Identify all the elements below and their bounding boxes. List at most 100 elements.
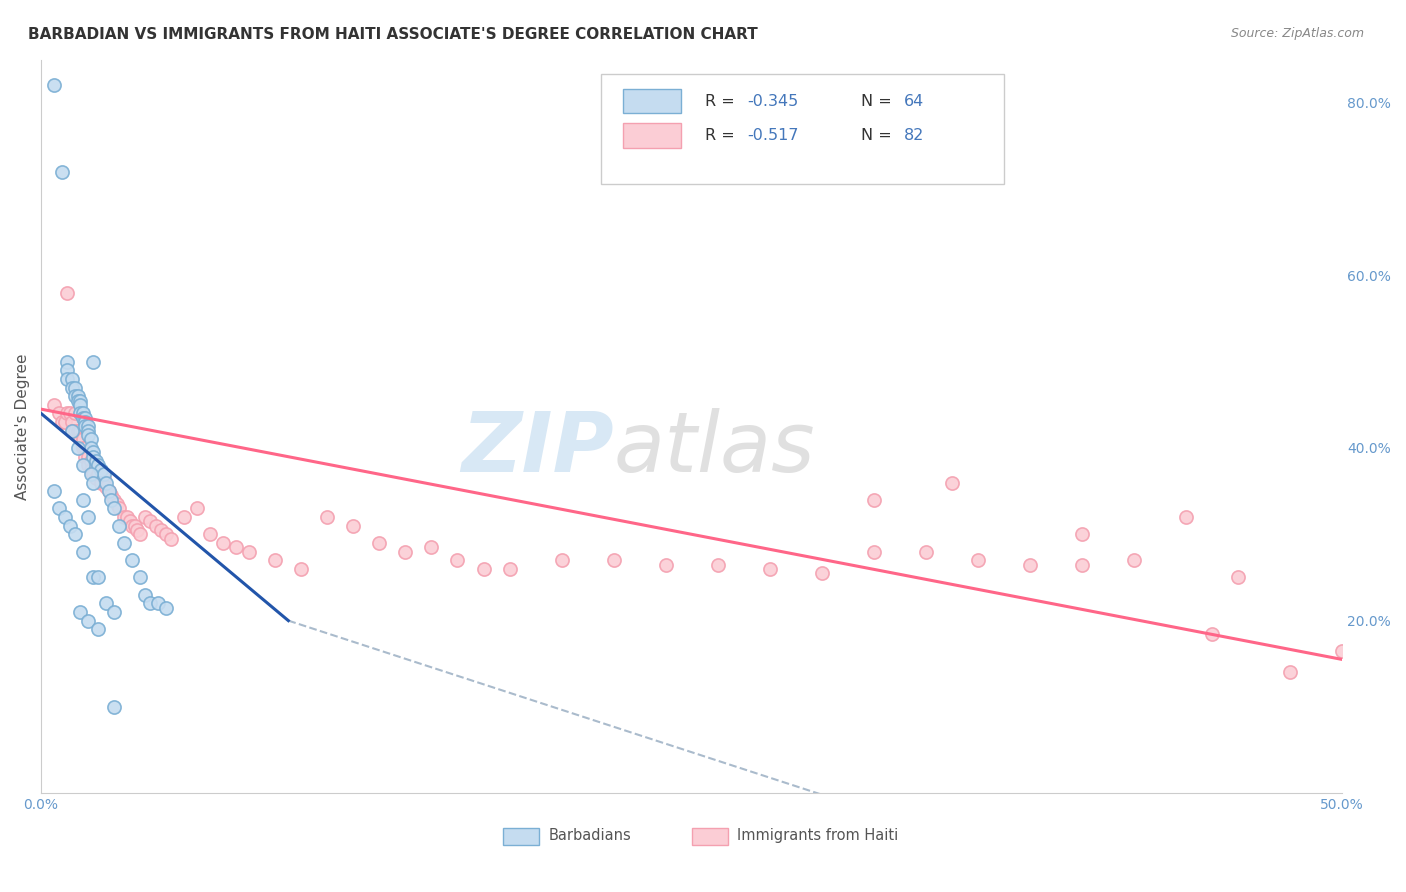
Point [264,553,287,567]
Text: Barbadians: Barbadians [548,829,631,843]
Point [66,393,89,408]
Point [56,372,79,386]
Bar [503,829,540,845]
Point [72,407,94,421]
Point [1019,558,1042,572]
Point [75,415,97,429]
Point [42,78,65,93]
Text: Immigrants from Haiti: Immigrants from Haiti [737,829,898,843]
Point [87,570,110,584]
Point [472,562,495,576]
Text: -0.517: -0.517 [748,128,799,143]
Point [1123,553,1146,567]
Point [967,553,990,567]
Point [82,445,104,459]
Point [75,410,97,425]
Point [59,407,82,421]
Point [93,471,115,485]
Point [79,462,101,476]
Text: ZIP: ZIP [461,408,613,489]
Point [79,467,101,481]
Point [115,510,138,524]
Point [316,510,339,524]
Point [810,566,832,581]
Point [79,441,101,455]
Point [97,484,120,499]
Point [72,544,94,558]
Point [77,424,100,438]
Point [915,544,938,558]
Point [82,467,104,481]
Point [77,419,100,434]
Point [238,544,260,558]
Point [129,570,152,584]
Point [72,410,94,425]
Point [212,536,235,550]
Point [394,544,416,558]
Point [77,510,100,524]
Point [139,514,162,528]
Point [63,407,86,421]
Point [77,450,100,464]
Point [69,605,91,619]
Point [87,458,110,473]
Point [121,553,143,567]
FancyBboxPatch shape [600,74,1004,185]
Text: N =: N = [860,128,897,143]
Point [1279,665,1302,680]
Point [127,523,149,537]
Point [1071,527,1094,541]
Point [75,419,97,434]
Point [56,285,79,300]
Point [82,354,104,368]
Point [290,562,312,576]
Point [96,480,118,494]
Point [758,562,780,576]
Text: 64: 64 [904,94,924,109]
Point [77,428,100,442]
Point [77,458,100,473]
Point [72,433,94,447]
Point [100,488,122,502]
Point [105,497,128,511]
Point [108,518,131,533]
Point [160,532,183,546]
Point [69,433,91,447]
Point [69,398,91,412]
Point [706,558,728,572]
Text: Source: ZipAtlas.com: Source: ZipAtlas.com [1230,27,1364,40]
Text: R =: R = [704,128,740,143]
Point [72,458,94,473]
Point [69,407,91,421]
Point [90,475,112,490]
Point [59,518,82,533]
Point [112,510,135,524]
Point [1201,626,1223,640]
Point [53,415,76,429]
Point [602,553,624,567]
Bar [623,89,682,113]
Point [90,462,112,476]
Point [139,596,162,610]
Point [103,605,125,619]
Point [72,492,94,507]
Point [96,475,118,490]
Point [75,441,97,455]
Point [97,484,120,499]
Point [100,492,122,507]
Point [56,407,79,421]
Point [84,471,107,485]
Point [145,518,167,533]
Point [173,510,195,524]
Point [225,541,247,555]
Point [48,501,70,516]
Point [66,389,89,403]
Point [155,600,177,615]
Point [941,475,963,490]
Point [48,407,70,421]
Text: 82: 82 [904,128,924,143]
Point [200,527,222,541]
Point [77,614,100,628]
Point [82,475,104,490]
Point [446,553,468,567]
